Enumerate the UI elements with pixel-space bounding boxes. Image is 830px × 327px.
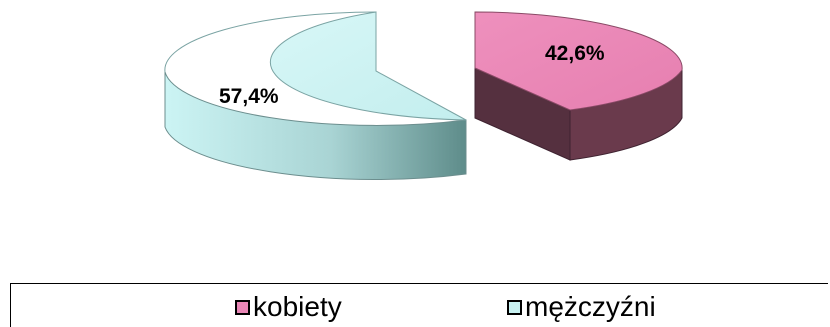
slice-mezczyzni-top — [269, 11, 467, 121]
legend-swatch-kobiety — [235, 299, 250, 315]
slice-mezczyzni-side — [164, 71, 467, 180]
legend-item-mezczyzni: mężczyźni — [507, 292, 656, 322]
slice-kobiety-top — [474, 11, 683, 111]
legend-label-kobiety: kobiety — [253, 291, 342, 322]
slice-mezczyzni — [164, 11, 467, 180]
data-label-kobiety: 42,6% — [545, 42, 605, 65]
slice-mezczyzni-top-outline — [164, 11, 377, 73]
legend-label-mezczyzni: mężczyźni — [525, 291, 656, 322]
data-label-mezczyzni: 57,4% — [219, 85, 279, 108]
pie-chart: 42,6% 57,4% — [164, 11, 683, 180]
legend-swatch-mezczyzni — [507, 299, 522, 315]
legend-item-kobiety: kobiety — [235, 292, 342, 322]
slice-kobiety — [474, 11, 683, 161]
legend: kobiety mężczyźni — [10, 283, 828, 327]
